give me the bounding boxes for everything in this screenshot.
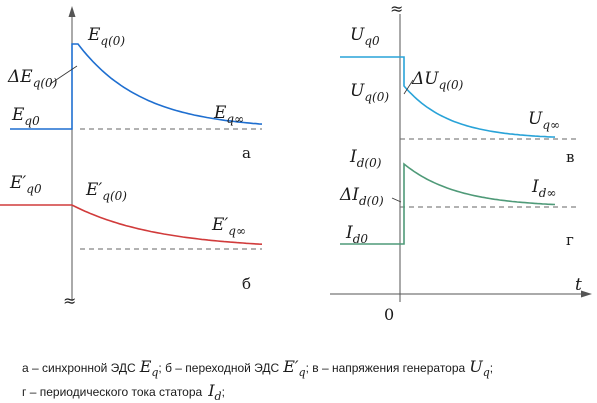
delta-eq-leader	[49, 65, 78, 85]
panel-g-tag: г	[566, 231, 574, 249]
right-axis-break-mark: ≈	[390, 0, 403, 18]
delta-uq-label: ΔUq(0)	[411, 69, 464, 92]
caption-line-2: г – периодического тока статора Id;	[22, 381, 225, 403]
eprime-peak-label: E′q(0)	[85, 180, 127, 203]
eq-curve	[10, 43, 263, 130]
uq-initial-label: Uq0	[350, 25, 380, 48]
uq-drop-label: Uq(0)	[350, 81, 389, 104]
delta-eq-label: ΔEq(0)	[7, 67, 58, 90]
uq-curve	[340, 56, 556, 138]
left-axis-break-mark: ≈	[63, 291, 76, 310]
uq-steady-label: Uq∞	[528, 109, 560, 132]
eprime-steady-label: E′q∞	[211, 215, 246, 238]
eq-peak-label: Eq(0)	[87, 25, 125, 48]
eq-initial-label: Eq0	[11, 105, 40, 128]
eq-steady-label: Eq∞	[213, 103, 244, 126]
time-axis-label: t	[575, 275, 582, 295]
delta-id-leader	[391, 197, 402, 203]
id-initial-label: Id0	[345, 223, 368, 246]
id-peak-label: Id(0)	[349, 147, 382, 170]
origin-label: 0	[384, 305, 394, 324]
time-axis-arrow-icon	[581, 290, 592, 298]
eprime-curve	[0, 204, 263, 245]
id-steady-label: Id∞	[531, 177, 556, 200]
id-curve	[340, 162, 556, 245]
panel-a-tag: а	[242, 144, 251, 162]
caption-line-1: а – синхронной ЭДС Eq; б – переходной ЭДС…	[22, 357, 493, 379]
delta-id-label: ΔId(0)	[339, 185, 384, 208]
left-axis-arrow-icon	[68, 6, 76, 17]
eprime-initial-label: E′q0	[9, 173, 42, 196]
panel-v-tag: в	[566, 148, 574, 166]
panel-b-tag: б	[242, 275, 251, 293]
delta-uq-leader	[403, 79, 414, 95]
